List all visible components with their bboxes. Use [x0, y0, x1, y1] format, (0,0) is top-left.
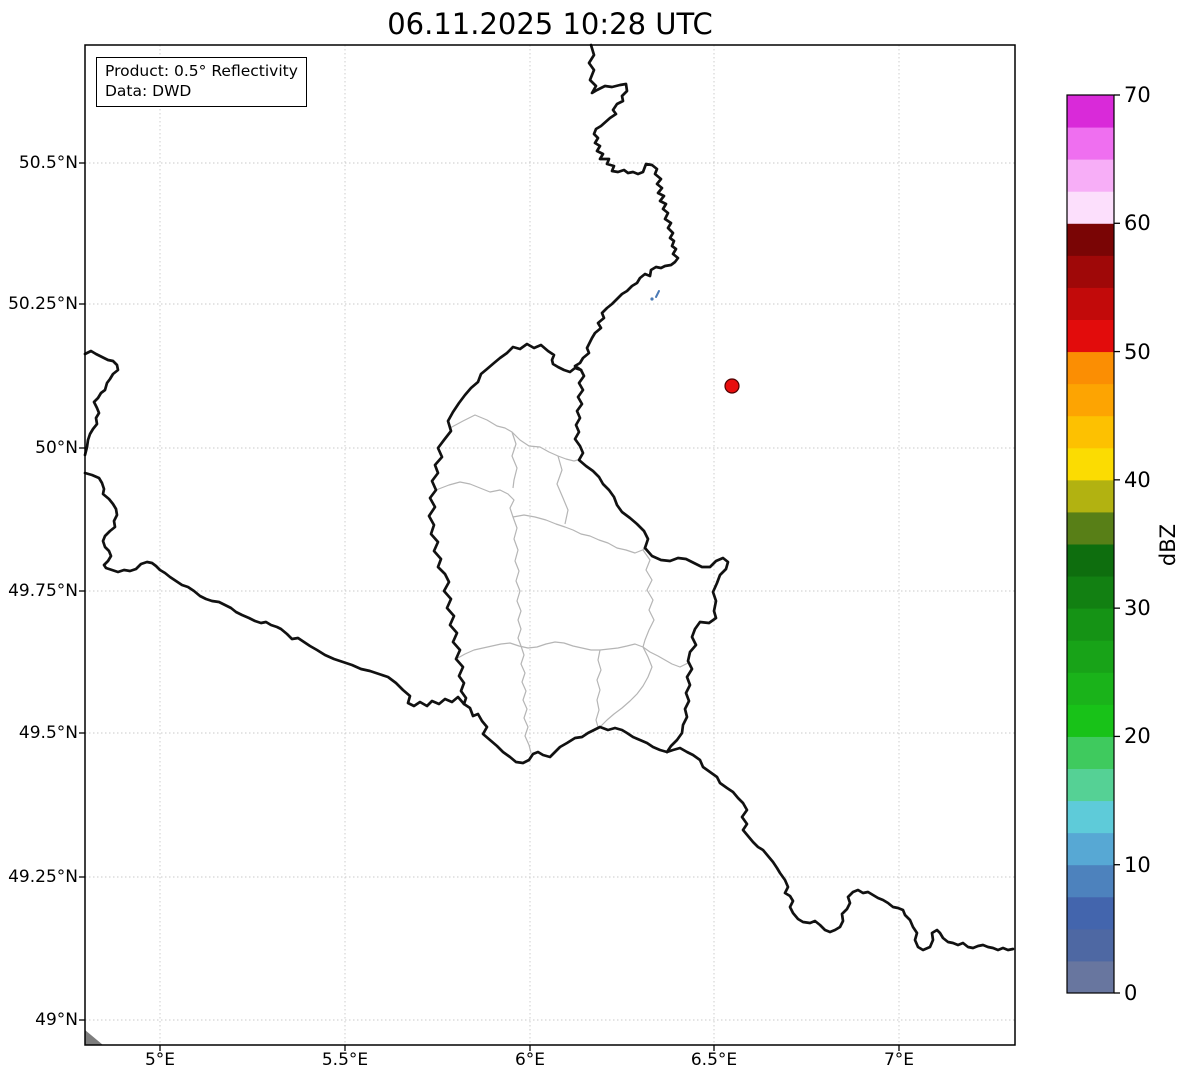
colorbar-band — [1067, 896, 1114, 930]
colorbar-tick-label: 10 — [1124, 852, 1151, 877]
district-border-line — [595, 649, 602, 728]
map-frame — [84, 44, 1016, 1046]
colorbar-band — [1067, 351, 1114, 385]
colorbar-band — [1067, 960, 1114, 994]
colorbar-band — [1067, 832, 1114, 866]
district-border-line — [556, 455, 569, 525]
national-border-line — [573, 43, 680, 372]
colorbar-band — [1067, 736, 1114, 769]
colorbar-band — [1067, 287, 1114, 320]
longitude-tick-label: 5°E — [144, 1050, 176, 1070]
colorbar-band — [1067, 544, 1114, 577]
colorbar-band — [1067, 640, 1114, 673]
colorbar-band — [1067, 255, 1114, 288]
latitude-tick-label: 50.25°N — [8, 294, 78, 314]
latitude-tick-label: 49.75°N — [8, 581, 78, 601]
latitude-tick-label: 49.5°N — [18, 723, 78, 743]
colorbar-unit-label: dBZ — [1156, 523, 1180, 567]
product-info-box: Product: 0.5° Reflectivity Data: DWD — [96, 57, 307, 107]
colorbar-band — [1067, 479, 1114, 513]
colorbar-tick-label: 30 — [1124, 596, 1151, 621]
longitude-tick-label: 6.5°E — [690, 1050, 738, 1070]
district-border-line — [642, 538, 655, 648]
plot-title: 06.11.2025 10:28 UTC — [387, 7, 713, 41]
colorbar-band — [1067, 800, 1114, 834]
latitude-tick-label: 49°N — [35, 1010, 78, 1030]
colorbar-band — [1067, 223, 1114, 256]
district-border-line — [449, 414, 582, 462]
colorbar-tick-label: 0 — [1124, 981, 1138, 1005]
national-border-line — [665, 746, 1015, 952]
colorbar-tick-label: 50 — [1124, 339, 1151, 364]
latitude-tick-label: 50.5°N — [18, 153, 78, 173]
national-border-line — [462, 702, 669, 765]
latitude-tick-label: 50°N — [35, 438, 78, 458]
colorbar-tick-label: 40 — [1124, 467, 1151, 492]
colorbar-band — [1067, 191, 1114, 224]
latitude-tick-label: 49.25°N — [8, 867, 78, 887]
colorbar-band — [1067, 127, 1114, 160]
colorbar-band — [1067, 447, 1114, 481]
national-border-line — [83, 471, 466, 708]
district-border-line — [455, 641, 689, 668]
district-border-line — [511, 431, 518, 489]
longitude-tick-label: 6°E — [514, 1050, 546, 1070]
colorbar-band — [1067, 864, 1114, 898]
colorbar-tick-label: 20 — [1124, 724, 1151, 749]
longitude-tick-label: 7°E — [883, 1050, 915, 1070]
longitude-tick-label: 5.5°E — [321, 1050, 369, 1070]
national-border-line — [427, 342, 583, 706]
colorbar-band — [1067, 704, 1114, 737]
radar-echo-dot — [650, 297, 654, 301]
data-source-line: Data: DWD — [105, 82, 192, 101]
colorbar-band — [1067, 159, 1114, 192]
colorbar-band — [1067, 672, 1114, 705]
radar-echo-speck — [655, 290, 660, 298]
colorbar-band — [1067, 768, 1114, 802]
colorbar-band — [1067, 95, 1114, 128]
national-border-line — [573, 368, 730, 754]
district-border-line — [520, 645, 532, 754]
product-line: Product: 0.5° Reflectivity — [105, 62, 298, 80]
national-border-line — [83, 349, 120, 457]
colorbar-band — [1067, 319, 1114, 353]
corner-boundary-patch — [85, 1030, 103, 1045]
colorbar-tick-label: 60 — [1124, 211, 1151, 236]
colorbar-band — [1067, 383, 1114, 417]
district-border-line — [435, 481, 646, 554]
colorbar-band — [1067, 576, 1114, 609]
radar-site-marker — [724, 378, 740, 394]
district-border-line — [512, 516, 522, 647]
colorbar-band — [1067, 511, 1114, 545]
colorbar-band — [1067, 608, 1114, 641]
district-border-line — [599, 646, 653, 728]
colorbar-band — [1067, 415, 1114, 449]
colorbar-tick-label: 70 — [1124, 83, 1151, 107]
colorbar-band — [1067, 928, 1114, 962]
colorbar-frame — [1066, 94, 1115, 994]
